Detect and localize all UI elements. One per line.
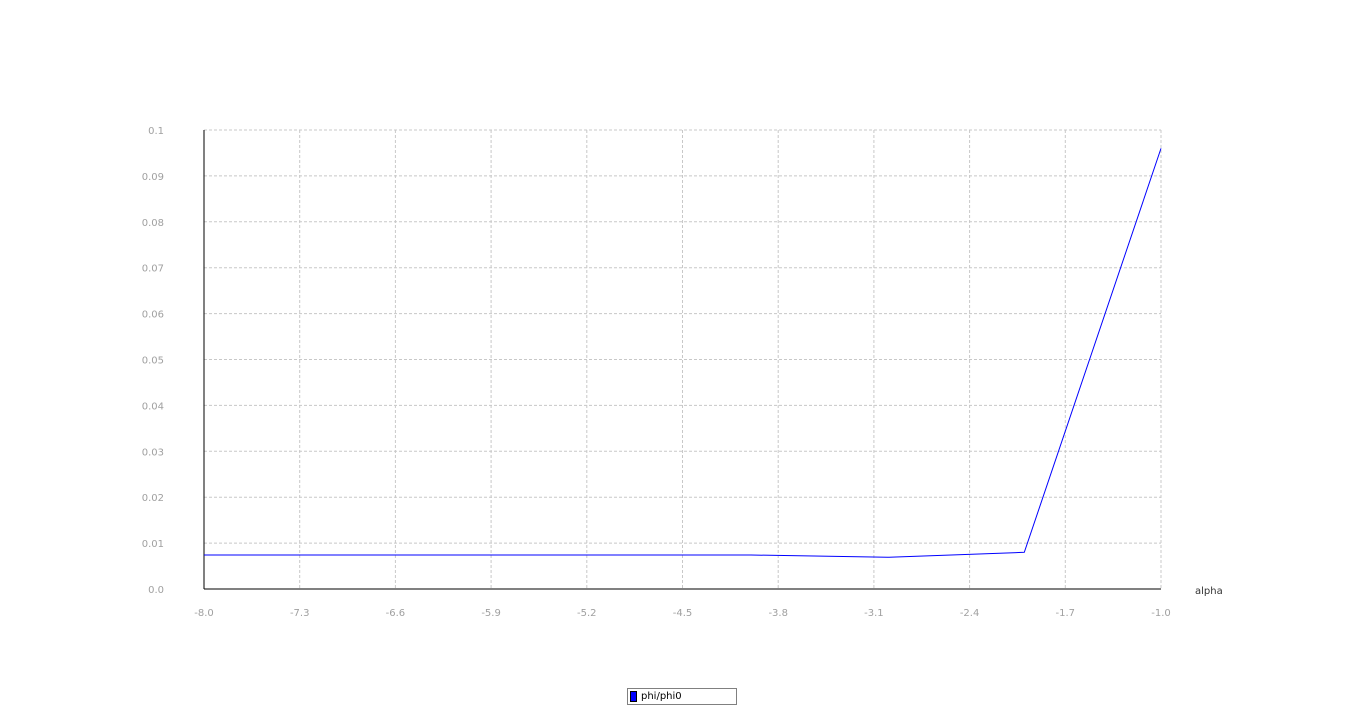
- y-tick-label: 0.04: [142, 401, 164, 412]
- axes: [203, 130, 1161, 590]
- x-tick-label: -5.9: [481, 608, 501, 619]
- x-tick-label: -8.0: [194, 608, 214, 619]
- x-tick-label: -3.1: [864, 608, 884, 619]
- grid-lines: [203, 129, 1162, 590]
- y-tick-label: 0.02: [142, 493, 164, 504]
- tick-labels: -8.0 -7.3 -6.6 -5.9 -5.2 -4.5 -3.8 -3.1 -2.4 -1.7…: [142, 126, 1171, 619]
- x-tick-label: -1.7: [1056, 608, 1076, 619]
- legend-swatch: [630, 691, 637, 702]
- x-tick-label: -6.6: [386, 608, 406, 619]
- x-tick-label: -5.2: [577, 608, 597, 619]
- series-line: [204, 148, 1162, 558]
- y-tick-label: 0.01: [142, 539, 164, 550]
- y-tick-label: 0.08: [142, 218, 164, 229]
- y-tick-label: 0.0: [148, 585, 164, 596]
- legend-label: phi/phi0: [641, 691, 682, 702]
- y-tick-label: 0.07: [142, 264, 164, 275]
- x-axis-title: alpha: [1195, 586, 1223, 597]
- x-tick-label: -3.8: [768, 608, 788, 619]
- series-lines: [204, 148, 1162, 558]
- y-tick-label: 0.03: [142, 447, 164, 458]
- legend: phi/phi0: [627, 688, 737, 705]
- x-tick-label: -7.3: [290, 608, 310, 619]
- x-tick-label: -2.4: [960, 608, 980, 619]
- y-tick-label: 0.1: [148, 126, 164, 137]
- y-tick-label: 0.05: [142, 356, 164, 367]
- y-tick-label: 0.09: [142, 172, 164, 183]
- y-tick-label: 0.06: [142, 310, 164, 321]
- x-tick-label: -1.0: [1151, 608, 1171, 619]
- x-tick-label: -4.5: [673, 608, 693, 619]
